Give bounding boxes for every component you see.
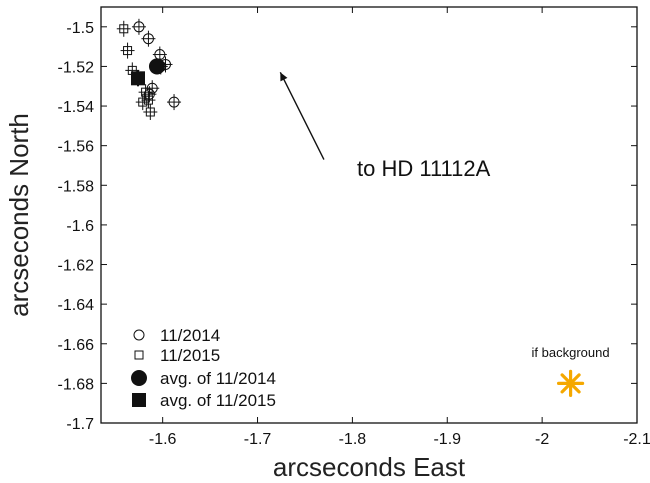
arrow-line — [279, 72, 325, 160]
y-tick-label: -1.54 — [58, 99, 95, 116]
y-tick-label: -1.64 — [58, 297, 95, 314]
x-tick-label: -1.9 — [433, 431, 461, 448]
y-tick-label: -1.68 — [58, 376, 95, 393]
y-axis-label: arcseconds North — [4, 113, 34, 317]
plot-frame — [100, 6, 638, 424]
square-marker — [145, 107, 155, 117]
x-tick-label: -1.8 — [339, 431, 367, 448]
data-point — [141, 30, 156, 47]
data-point — [116, 20, 131, 37]
asterisk-stroke — [560, 373, 581, 394]
legend-marker — [132, 393, 146, 407]
plot-area — [100, 6, 638, 424]
circle-marker — [133, 329, 145, 341]
legend-label: avg. of 11/2015 — [160, 391, 276, 410]
circle-marker — [133, 21, 145, 33]
data-point — [120, 42, 135, 59]
data-point — [167, 94, 182, 111]
data-point — [135, 94, 150, 111]
filled-circle-marker — [148, 58, 165, 75]
circle-marker — [142, 33, 154, 45]
y-tick-label: -1.62 — [58, 258, 95, 275]
filled-square-marker — [130, 71, 145, 86]
y-tick-label: -1.56 — [58, 139, 95, 156]
annotation-to-hd-11112a: to HD 11112A — [357, 156, 491, 181]
square-marker — [134, 350, 144, 360]
x-axis-label: arcseconds East — [273, 452, 466, 482]
filled-square-marker — [132, 393, 146, 407]
y-tick-label: -1.5 — [66, 20, 94, 37]
square-marker — [138, 97, 148, 107]
legend-label: 11/2015 — [160, 346, 220, 365]
annotation-if-background: if background — [532, 345, 610, 360]
legend-marker — [134, 350, 144, 360]
filled-circle-marker — [131, 370, 147, 386]
circle-marker — [168, 96, 180, 108]
y-tick-label: -1.58 — [58, 178, 95, 195]
data-point — [130, 70, 145, 87]
data-point — [131, 18, 146, 35]
x-tick-label: -1.6 — [149, 431, 177, 448]
data-point — [148, 58, 165, 75]
axis-ticks: -1.6 -1.7 -1.8 -1.9 -2 -2.1 -1.5 -1.52 -1.54 -1.5… — [58, 7, 650, 448]
annotations: to HD 11112A if background — [279, 72, 610, 397]
square-marker — [119, 24, 129, 34]
data-point — [143, 103, 158, 120]
y-tick-label: -1.7 — [66, 416, 94, 433]
legend-marker — [131, 370, 147, 386]
data-point — [141, 92, 156, 109]
arrow-head — [280, 72, 288, 82]
x-tick-label: -2 — [535, 431, 549, 448]
square-marker — [143, 95, 153, 105]
square-marker — [123, 46, 133, 56]
y-tick-label: -1.52 — [58, 59, 95, 76]
asterisk-icon — [556, 369, 585, 397]
x-tick-label: -2.1 — [623, 431, 650, 448]
y-tick-label: -1.6 — [66, 218, 94, 235]
legend-marker — [133, 329, 145, 341]
x-tick-label: -1.7 — [244, 431, 272, 448]
data-marks — [116, 18, 182, 120]
legend-label: 11/2014 — [160, 326, 220, 345]
legend-label: avg. of 11/2014 — [160, 369, 276, 388]
y-tick-label: -1.66 — [58, 337, 95, 354]
